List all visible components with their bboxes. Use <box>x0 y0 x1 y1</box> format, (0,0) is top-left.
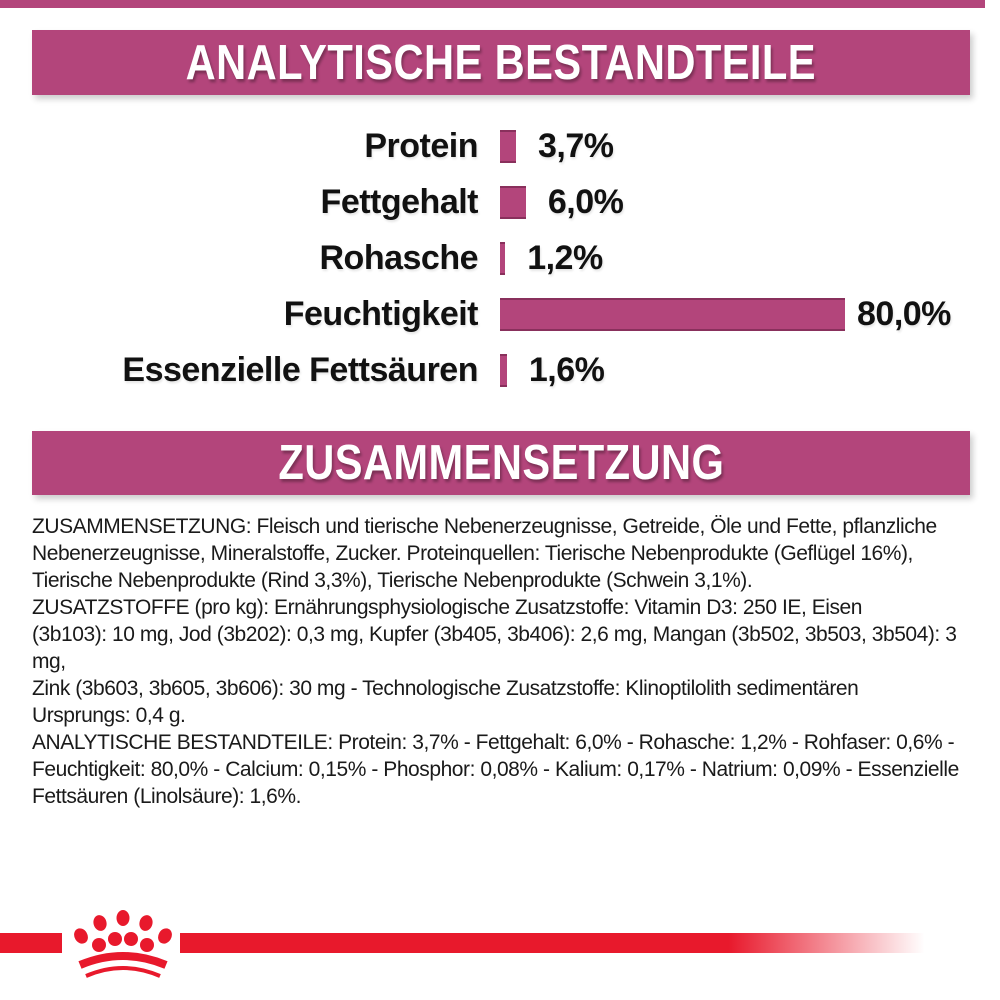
chart-row-fettgehalt: Fettgehalt 6,0% <box>0 174 1000 230</box>
chart-value: 6,0% <box>547 182 624 221</box>
composition-text-block: ZUSAMMENSETZUNG: Fleisch und tierische N… <box>32 513 974 810</box>
section-header-analytical-title: ANALYTISCHE BESTANDTEILE <box>185 35 817 90</box>
chart-label: Protein <box>364 126 478 165</box>
chart-value: 1,6% <box>528 350 605 389</box>
additives-paragraph: ZUSATZSTOFFE (pro kg): Ernährungsphysiol… <box>32 596 957 727</box>
royal-canin-crown-logo <box>74 910 172 978</box>
footer-red-band <box>0 933 934 953</box>
chart-value: 1,2% <box>527 238 603 277</box>
analytical-constituents-paragraph: ANALYTISCHE BESTANDTEILE: Protein: 3,7% … <box>32 731 959 808</box>
chart-bar <box>500 129 516 163</box>
chart-value: 3,7% <box>538 126 614 165</box>
chart-label: Fettgehalt <box>320 182 479 221</box>
section-header-analytical: ANALYTISCHE BESTANDTEILE <box>32 30 970 95</box>
analytical-constituents-chart: Protein 3,7% Fettgehalt 6,0% Rohasche 1,… <box>0 118 1000 398</box>
chart-bar <box>500 353 507 387</box>
section-header-composition: ZUSAMMENSETZUNG <box>32 431 970 495</box>
composition-paragraph: ZUSAMMENSETZUNG: Fleisch und tierische N… <box>32 515 937 592</box>
chart-label: Essenzielle Fettsäuren <box>122 350 478 389</box>
chart-row-protein: Protein 3,7% <box>0 118 1000 174</box>
chart-label: Feuchtigkeit <box>283 294 479 333</box>
chart-row-feuchtigkeit: Feuchtigkeit 80,0% <box>0 286 1000 342</box>
chart-bar <box>500 185 526 219</box>
chart-row-essenzielle-fettsaeuren: Essenzielle Fettsäuren 1,6% <box>0 342 1000 398</box>
top-accent-strip <box>0 0 985 8</box>
chart-bar <box>500 297 845 331</box>
chart-value: 80,0% <box>857 294 951 333</box>
chart-row-rohasche: Rohasche 1,2% <box>0 230 1000 286</box>
chart-label: Rohasche <box>319 238 479 277</box>
section-header-composition-title: ZUSAMMENSETZUNG <box>277 436 725 490</box>
chart-bar <box>500 241 506 275</box>
